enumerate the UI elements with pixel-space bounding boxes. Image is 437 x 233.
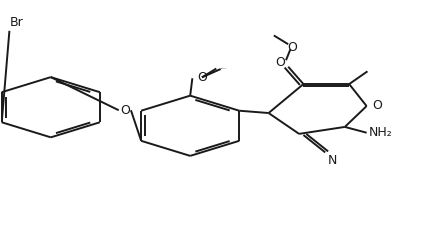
Text: N: N bbox=[327, 154, 337, 167]
Text: O: O bbox=[120, 104, 130, 117]
Text: O: O bbox=[198, 71, 208, 84]
Text: NH₂: NH₂ bbox=[368, 126, 392, 138]
Text: O: O bbox=[372, 99, 382, 112]
Text: O: O bbox=[288, 41, 298, 54]
Text: methoxy: methoxy bbox=[221, 68, 227, 69]
Text: O: O bbox=[275, 56, 285, 69]
Text: Br: Br bbox=[10, 16, 23, 29]
